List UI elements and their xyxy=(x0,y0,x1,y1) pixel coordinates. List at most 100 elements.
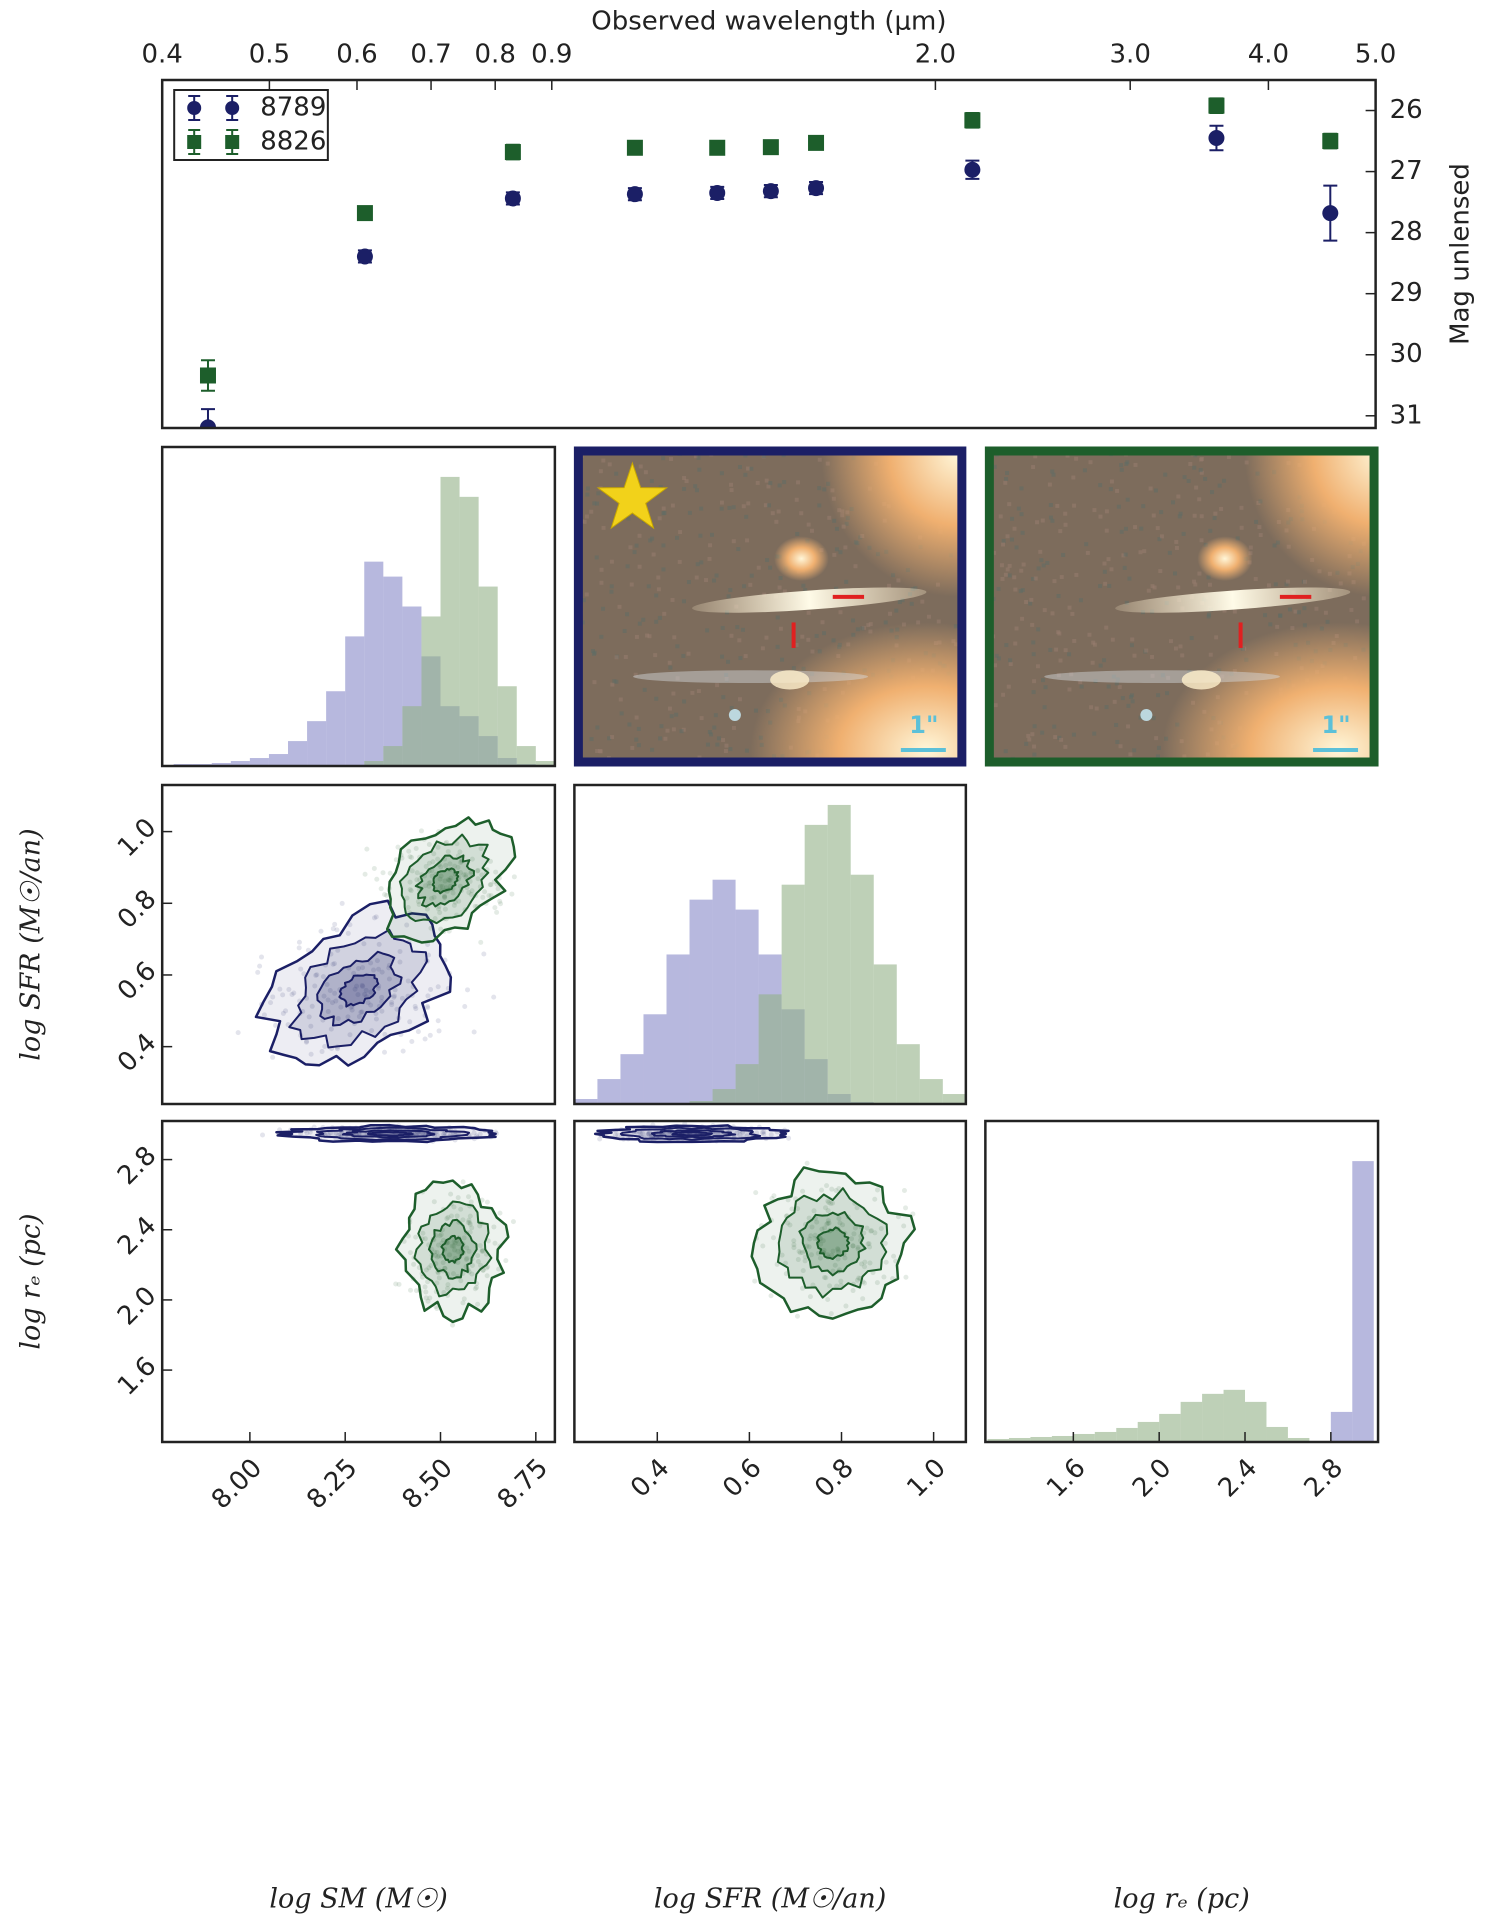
noise xyxy=(1197,571,1202,576)
noise xyxy=(1016,506,1021,511)
sample-dot xyxy=(829,1252,835,1258)
star xyxy=(596,461,669,530)
knot xyxy=(1181,670,1221,690)
sample-dot xyxy=(407,879,413,885)
noise xyxy=(670,597,675,602)
noise xyxy=(1226,455,1231,460)
noise xyxy=(1092,642,1097,647)
image-border xyxy=(573,446,967,767)
noise xyxy=(800,634,805,639)
noise xyxy=(1178,511,1183,516)
sample-dot xyxy=(389,999,395,1005)
sample-dot xyxy=(510,1219,516,1225)
sample-dot xyxy=(819,1226,825,1232)
noise xyxy=(834,586,839,591)
sample-dot xyxy=(445,1285,451,1291)
sample-dot xyxy=(257,963,263,969)
sample-dot xyxy=(449,1243,455,1249)
sample-dot xyxy=(791,1238,797,1244)
sample-dot xyxy=(785,1220,791,1226)
sample-dot xyxy=(412,1003,418,1009)
sample-dot xyxy=(854,1205,860,1211)
noise xyxy=(696,689,701,694)
sample-dot xyxy=(426,860,432,866)
noise xyxy=(1104,705,1109,710)
noise xyxy=(745,538,750,543)
sample-dot xyxy=(451,1243,457,1249)
sample-dot xyxy=(431,851,437,857)
noise xyxy=(713,713,718,718)
sample-dot xyxy=(332,921,338,927)
sed-points xyxy=(199,97,1339,428)
point xyxy=(187,135,202,149)
noise xyxy=(1102,658,1107,663)
noise xyxy=(1020,616,1025,621)
sample-dot xyxy=(820,1238,826,1244)
noise xyxy=(1124,600,1129,605)
sample-dot xyxy=(405,1233,411,1239)
histogram-bar xyxy=(942,1094,966,1104)
sample-dot xyxy=(426,880,432,886)
point xyxy=(1322,205,1339,222)
sample-dot xyxy=(830,1200,836,1206)
noise xyxy=(1253,576,1258,581)
histogram-bar xyxy=(364,761,384,766)
noise xyxy=(1027,737,1032,742)
sample-dot xyxy=(437,883,443,889)
contour xyxy=(341,1129,436,1139)
noise xyxy=(1188,461,1193,466)
histogram-bar xyxy=(1159,1413,1181,1442)
noise xyxy=(641,617,646,622)
galaxy xyxy=(1197,536,1253,581)
noise xyxy=(675,535,680,540)
sample-dot xyxy=(866,1241,872,1247)
sample-dot xyxy=(828,1201,834,1207)
sample-dot xyxy=(324,981,330,987)
noise xyxy=(1041,678,1046,683)
sample-dot xyxy=(436,1253,442,1259)
noise xyxy=(1115,488,1120,493)
sample-dot xyxy=(901,1188,907,1194)
noise xyxy=(1069,672,1074,677)
noise xyxy=(1254,519,1259,524)
bright-halo xyxy=(1244,447,1379,597)
noise xyxy=(609,584,614,589)
noise xyxy=(1026,733,1031,738)
y-axis-label: Mag unlensed xyxy=(1445,163,1475,345)
noise xyxy=(599,634,604,639)
noise xyxy=(1125,497,1130,502)
y-axis-label: log SFR (M☉/an) xyxy=(16,828,47,1060)
noise xyxy=(592,680,597,685)
noise xyxy=(1109,479,1114,484)
noise xyxy=(1132,653,1137,658)
sample-dot xyxy=(822,1275,828,1281)
sample-dot xyxy=(440,1237,446,1243)
y-tick-label: 0.6 xyxy=(112,956,162,1006)
histogram-bar xyxy=(516,746,536,766)
sample-dot xyxy=(365,1000,371,1006)
noise xyxy=(1074,572,1079,577)
noise xyxy=(695,562,700,567)
panel xyxy=(173,476,555,766)
sample-dot xyxy=(475,1301,481,1307)
sample-dot xyxy=(474,868,480,874)
noise xyxy=(1007,502,1012,507)
noise xyxy=(737,638,742,643)
sample-dot xyxy=(434,1305,440,1311)
noise xyxy=(1050,611,1055,616)
sample-dot xyxy=(329,1000,335,1006)
sample-dot xyxy=(484,1199,490,1205)
noise xyxy=(1050,518,1055,523)
sample-dot xyxy=(444,839,450,845)
noise xyxy=(1302,606,1307,611)
sample-dot xyxy=(469,1262,475,1268)
noise xyxy=(619,711,624,716)
sample-dot xyxy=(859,1261,865,1267)
sample-dot xyxy=(494,909,500,915)
sample-dot xyxy=(411,1261,417,1267)
sample-dot xyxy=(460,1217,466,1223)
histogram-bar xyxy=(307,721,327,766)
point xyxy=(187,101,202,115)
noise xyxy=(1065,453,1070,458)
noise xyxy=(887,583,892,588)
